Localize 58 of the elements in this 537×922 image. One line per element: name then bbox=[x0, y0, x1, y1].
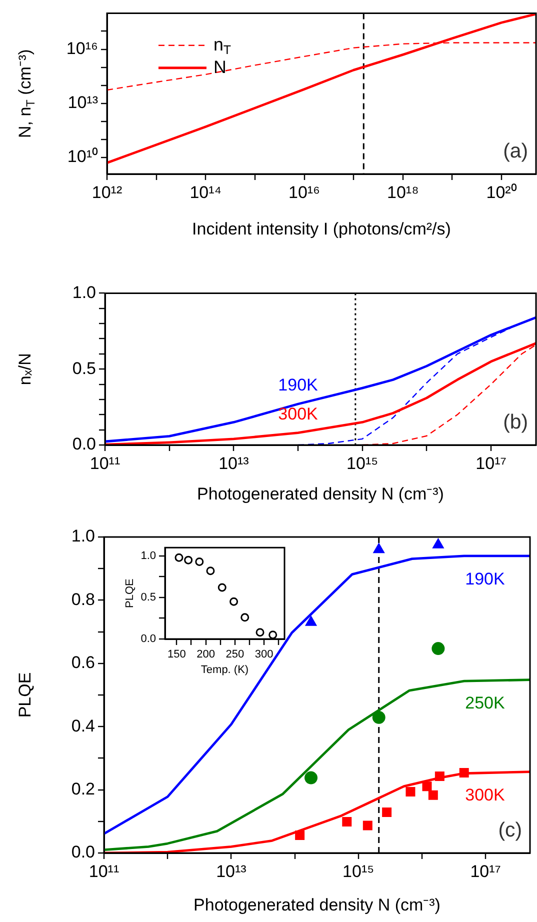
x-axis-title: Temp. (K) bbox=[200, 664, 249, 676]
x-tick-label: 10¹² bbox=[92, 182, 122, 202]
point bbox=[268, 630, 278, 639]
point bbox=[195, 557, 204, 566]
y-tick-label: 0.0 bbox=[71, 842, 95, 862]
point bbox=[184, 556, 193, 564]
point bbox=[218, 583, 226, 592]
x-tick-label: 10¹⁶ bbox=[288, 182, 320, 202]
x-tick-label: 10¹³ bbox=[216, 862, 247, 881]
y-tick-label: 10¹⁶ bbox=[66, 38, 98, 58]
x-tick-label: 150 bbox=[167, 648, 186, 661]
annotation: (c) bbox=[498, 820, 522, 842]
y-tick-label: 0.2 bbox=[71, 779, 95, 798]
y-tick-label: 10¹³ bbox=[68, 93, 98, 112]
y-tick-label: 0.4 bbox=[71, 716, 95, 736]
legend-label: N bbox=[213, 56, 226, 77]
annotation: (b) bbox=[503, 412, 528, 434]
x-tick-label: 10¹⁷ bbox=[476, 454, 506, 473]
y-tick-label: 0.0 bbox=[140, 633, 156, 646]
x-tick-label: 250 bbox=[226, 648, 244, 661]
y-tick-label: 1.0 bbox=[140, 550, 156, 562]
y-tick-label: 1.0 bbox=[71, 526, 95, 546]
y-tick-label: 0.0 bbox=[72, 434, 96, 454]
x-tick-label: 200 bbox=[196, 648, 215, 661]
series-label: 250K bbox=[465, 694, 506, 713]
series-label: 190K bbox=[278, 376, 319, 395]
point bbox=[230, 597, 238, 606]
annotation: (a) bbox=[503, 140, 528, 163]
y-tick-label: 0.8 bbox=[71, 590, 95, 609]
series-label: 300K bbox=[465, 785, 506, 804]
x-tick-label: 10¹¹ bbox=[88, 862, 120, 881]
x-tick-label: 10¹¹ bbox=[90, 454, 120, 473]
x-tick-label: 10¹⁷ bbox=[470, 862, 501, 881]
series-label: 300K bbox=[278, 404, 319, 424]
point bbox=[256, 628, 264, 637]
y-axis-title: PLQE bbox=[16, 672, 35, 718]
y-tick-label: 0.5 bbox=[140, 591, 156, 604]
point bbox=[206, 566, 215, 576]
y-tick-label: 10¹⁰ bbox=[67, 147, 98, 166]
x-tick-label: 10²⁰ bbox=[486, 182, 517, 202]
x-tick-label: 10¹⁸ bbox=[387, 182, 419, 202]
x-tick-label: 10¹⁴ bbox=[190, 182, 222, 202]
point bbox=[240, 613, 250, 622]
y-axis-title: PLQE bbox=[124, 578, 136, 608]
x-tick-label: 300 bbox=[254, 648, 274, 661]
point bbox=[174, 553, 184, 562]
x-tick-label: 10¹⁵ bbox=[342, 862, 374, 881]
y-axis-title: nₓ/N bbox=[16, 353, 35, 386]
y-tick-label: 0.6 bbox=[71, 653, 95, 672]
x-tick-label: 10¹⁵ bbox=[346, 454, 378, 473]
x-tick-label: 10¹³ bbox=[218, 454, 250, 473]
y-axis-title: N, nT (cm⁻³) bbox=[16, 49, 38, 138]
x-axis-title: Photogenerated density N (cm⁻³) bbox=[194, 896, 440, 915]
x-axis-title: Incident intensity I (photons/cm²/s) bbox=[192, 220, 451, 239]
y-tick-label: 1.0 bbox=[72, 282, 96, 302]
x-axis-title: Photogenerated density N (cm⁻³) bbox=[197, 484, 444, 504]
y-tick-label: 0.5 bbox=[72, 358, 96, 378]
series-label: 190K bbox=[465, 570, 506, 589]
